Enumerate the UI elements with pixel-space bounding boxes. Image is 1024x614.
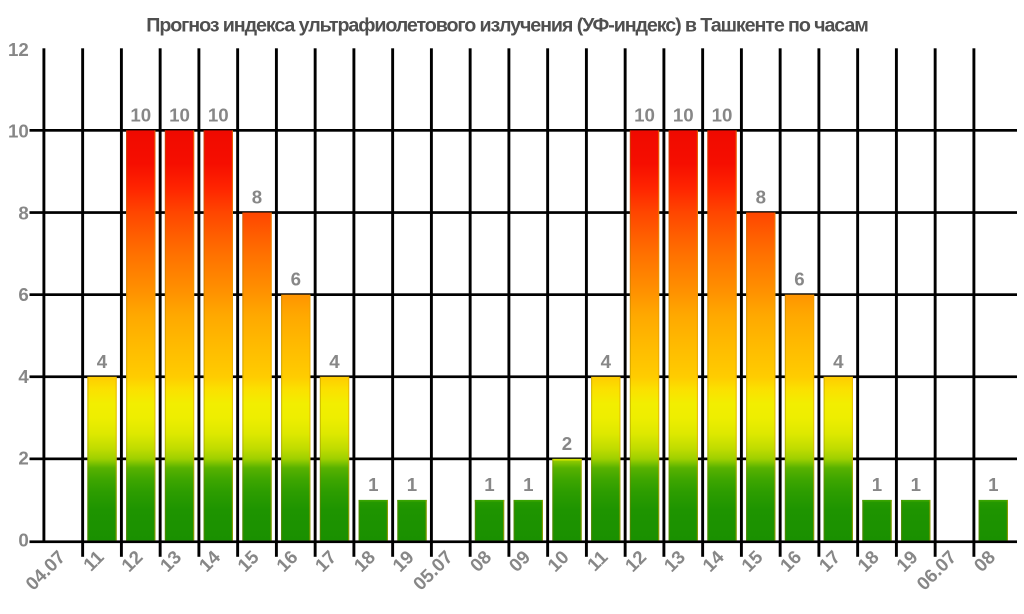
svg-text:1: 1 xyxy=(988,474,998,495)
svg-text:4: 4 xyxy=(18,366,29,387)
svg-text:1: 1 xyxy=(523,474,533,495)
svg-text:6: 6 xyxy=(794,269,804,290)
svg-text:1: 1 xyxy=(872,474,882,495)
svg-text:2: 2 xyxy=(18,448,28,469)
svg-text:1: 1 xyxy=(368,474,378,495)
svg-text:10: 10 xyxy=(634,104,655,125)
svg-text:10: 10 xyxy=(712,104,733,125)
svg-text:4: 4 xyxy=(833,351,844,372)
svg-text:1: 1 xyxy=(407,474,417,495)
svg-text:10: 10 xyxy=(169,104,190,125)
svg-text:4: 4 xyxy=(329,351,340,372)
svg-text:0: 0 xyxy=(18,529,28,550)
svg-text:10: 10 xyxy=(8,121,29,142)
svg-text:10: 10 xyxy=(130,104,151,125)
svg-text:1: 1 xyxy=(484,474,494,495)
svg-text:8: 8 xyxy=(756,187,766,208)
svg-text:6: 6 xyxy=(18,284,28,305)
svg-text:6: 6 xyxy=(291,269,301,290)
svg-text:12: 12 xyxy=(8,39,29,60)
svg-text:8: 8 xyxy=(18,202,28,223)
svg-text:2: 2 xyxy=(562,433,572,454)
svg-text:04.07: 04.07 xyxy=(21,546,69,594)
svg-text:4: 4 xyxy=(97,351,108,372)
svg-text:4: 4 xyxy=(601,351,612,372)
svg-text:8: 8 xyxy=(252,187,262,208)
svg-text:10: 10 xyxy=(673,104,694,125)
svg-text:10: 10 xyxy=(208,104,229,125)
svg-text:Прогноз индекса ультрафиолетов: Прогноз индекса ультрафиолетового излуче… xyxy=(146,15,868,37)
svg-text:1: 1 xyxy=(911,474,921,495)
